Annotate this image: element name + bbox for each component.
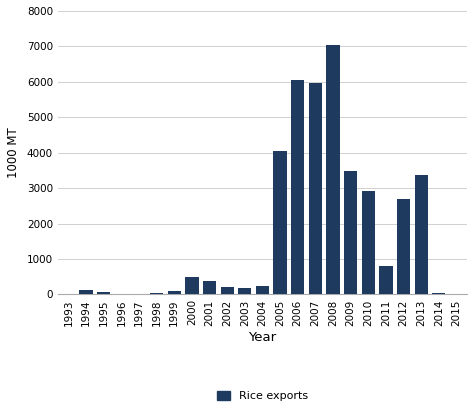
Bar [220, 287, 234, 294]
Bar [97, 292, 110, 294]
Y-axis label: 1000 MT: 1000 MT [7, 127, 20, 178]
Bar [80, 290, 93, 294]
X-axis label: Year: Year [248, 331, 276, 344]
Bar [273, 151, 287, 294]
Bar [344, 171, 357, 294]
Bar [327, 45, 340, 294]
Bar [238, 288, 251, 294]
Bar [309, 83, 322, 294]
Bar [203, 281, 216, 294]
Bar [185, 277, 199, 294]
Bar [168, 290, 181, 294]
Bar [362, 191, 375, 294]
Bar [379, 266, 392, 294]
Bar [415, 175, 428, 294]
Legend: Rice exports: Rice exports [217, 391, 308, 401]
Bar [150, 292, 163, 294]
Bar [256, 286, 269, 294]
Bar [291, 80, 304, 294]
Bar [432, 292, 446, 294]
Bar [397, 199, 410, 294]
